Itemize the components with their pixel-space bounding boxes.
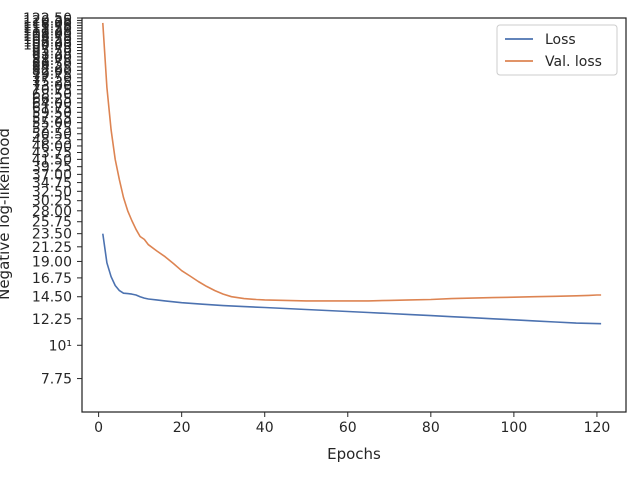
x-tick-label: 60 [339,420,357,436]
y-tick-label: 70.75 [32,83,72,99]
y-tick-label: 10¹ [49,338,72,354]
y-tick-label: 68.50 [32,87,72,103]
y-tick-label: 50.50 [32,127,72,143]
y-tick-label: 25.75 [32,215,72,231]
y-tick-label: 21.25 [32,240,72,256]
y-tick-label: 7.75 [41,372,72,388]
y-tick-label: 59.50 [32,105,72,121]
y-tick-label: 66.25 [32,91,72,107]
y-tick-label: 113.50 [23,21,72,37]
y-tick-label: 100.00 [23,38,72,54]
x-axis: 0 20 40 60 80 100 120 [94,412,610,436]
y-tick-label: 91.00 [32,50,72,66]
y-tick-label: 82.00 [32,63,72,79]
y-tick-label: 30.25 [32,194,72,210]
legend: Loss Val. loss [496,24,618,76]
legend-label: Loss [545,32,576,48]
y-tick-label: 64.00 [32,96,72,112]
y-tick-label: 55.00 [32,116,72,132]
x-tick-label: 120 [584,420,611,436]
y-tick-label: 122.50 [23,11,72,27]
y-tick-label: 102.25 [23,35,72,51]
y-tick-label: 73.00 [32,79,72,95]
x-tick-label: 80 [422,420,440,436]
y-tick-label: 48.25 [32,133,72,149]
x-tick-label: 0 [94,420,103,436]
y-tick-label: 120.25 [23,13,72,29]
y-tick-label: 75.25 [32,75,72,91]
y-tick-label: 77.50 [32,71,72,87]
y-tick-label: 93.25 [32,47,72,63]
legend-box [496,24,618,76]
y-tick-label: 41.50 [32,152,72,168]
y-tick-label: 32.50 [32,184,72,200]
y-tick-label: 97.75 [32,40,72,56]
y-tick-label: 39.25 [32,160,72,176]
y-tick-label: 57.25 [32,110,72,126]
y-tick-label: 118.00 [23,16,72,32]
y-tick-label: 34.75 [32,176,72,192]
y-tick-label: 111.25 [23,24,72,40]
y-tick-label: 46.00 [32,139,72,155]
y-tick-label: 23.50 [32,227,72,243]
y-tick-label: 79.75 [32,67,72,83]
series-layer [102,22,602,325]
y-tick-label: 28.00 [32,204,72,220]
series-line-2 [102,22,602,302]
y-tick-label: 61.75 [32,100,72,116]
y-tick-label: 14.50 [32,290,72,306]
y-tick-label: 43.75 [32,145,72,161]
y-tick-label: 16.75 [32,271,72,287]
x-tick-label: 20 [173,420,191,436]
y-tick-label: 12.25 [32,312,72,328]
x-tick-label: 100 [501,420,528,436]
y-tick-label: 84.25 [32,60,72,76]
legend-label: Val. loss [545,54,602,70]
x-axis-label: Epochs [327,445,381,463]
y-axis: 7.75 10¹ 12.25 14.50 16.7519.0021.2523.5025.… [23,11,82,388]
y-tick-label: 88.75 [32,53,72,69]
y-tick-label: 104.50 [23,32,72,48]
y-tick-label: 95.50 [32,44,72,60]
y-axis-label: Negative log-likelihood [0,128,13,300]
y-tick-label: 37.00 [32,167,72,183]
plot-frame [81,17,627,413]
y-tick-label: 19.00 [32,254,72,270]
series-line-1 [102,233,602,325]
y-tick-label: 106.75 [23,29,72,45]
x-tick-label: 40 [256,420,274,436]
y-tick-label: 52.75 [32,121,72,137]
y-tick-label: 109.00 [23,26,72,42]
y-tick-label: 86.50 [32,56,72,72]
y-tick-label: 115.75 [23,18,72,34]
